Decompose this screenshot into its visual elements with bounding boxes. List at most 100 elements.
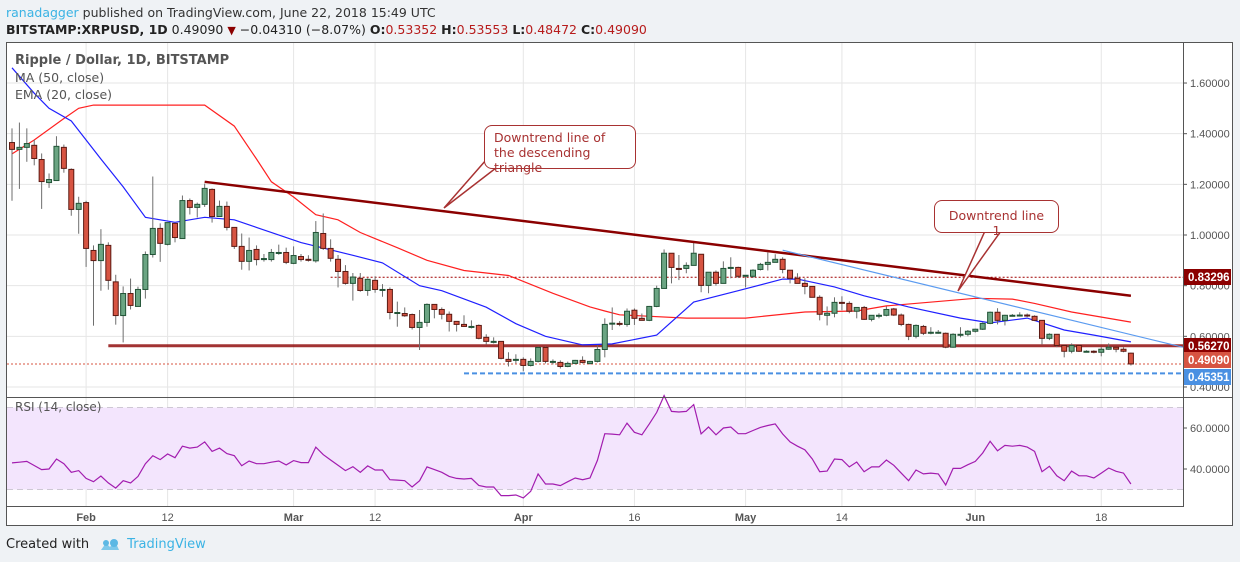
- candle-body-up: [957, 333, 964, 336]
- candle-body-up: [1016, 314, 1023, 317]
- candle-body-up: [201, 187, 208, 205]
- candle: [386, 287, 393, 320]
- candle-body-up: [246, 249, 253, 262]
- price-tags: 0.83296 0.56270 0.49090 0.45351: [1184, 269, 1231, 385]
- candle: [127, 278, 134, 310]
- candle-body-down: [372, 279, 379, 290]
- candle: [764, 252, 771, 271]
- candle-body-down: [735, 266, 742, 277]
- candle-body-down: [209, 188, 216, 218]
- candle: [149, 176, 156, 258]
- candle: [646, 305, 653, 322]
- price-tag: [1184, 352, 1231, 368]
- ma50-line: [11, 104, 1132, 323]
- candle-body-down: [631, 309, 638, 319]
- symbol-info: BITSTAMP:XRPUSD, 1D 0.49090 ▼ −0.04310 (…: [6, 22, 647, 37]
- author-link[interactable]: ranadagger: [6, 5, 79, 20]
- candle: [112, 274, 119, 325]
- candle: [1098, 347, 1105, 357]
- candle-body-down: [157, 227, 164, 244]
- candle: [898, 313, 905, 327]
- candle: [1031, 315, 1038, 322]
- candle: [9, 128, 15, 201]
- candle-body-up: [586, 360, 593, 364]
- candle: [661, 249, 668, 289]
- candle: [498, 340, 505, 360]
- candle: [1105, 343, 1112, 350]
- legend-ema[interactable]: EMA (20, close): [15, 87, 113, 102]
- candle-body-up: [913, 324, 920, 337]
- rsi-pane: [11, 394, 1132, 499]
- candle-body-down: [557, 361, 564, 367]
- candle: [861, 305, 868, 320]
- candle-body-down: [846, 302, 853, 312]
- candle: [987, 311, 994, 325]
- price-tag-label: 0.49090: [1188, 355, 1230, 367]
- candle-body-up: [750, 269, 756, 277]
- chart-legend: Ripple / Dollar, 1D, BITSTAMP MA (50, cl…: [15, 52, 229, 103]
- legend-ma[interactable]: MA (50, close): [15, 70, 105, 85]
- time-tick-label: 12: [161, 512, 173, 524]
- candle-body-up: [757, 263, 764, 270]
- candle-body-up: [727, 266, 734, 269]
- candle: [431, 303, 438, 319]
- candle-body-down: [920, 325, 927, 334]
- candle: [698, 253, 705, 293]
- candle-body-up: [364, 278, 371, 291]
- legend-rsi[interactable]: RSI (14, close): [15, 400, 102, 414]
- price-tag-label: 0.45351: [1188, 372, 1230, 384]
- candle: [816, 295, 823, 321]
- candle: [1068, 343, 1075, 354]
- trend-line-triangle[interactable]: [204, 180, 1132, 298]
- candle: [920, 324, 927, 336]
- time-tick-label: 12: [369, 512, 381, 524]
- candles: [9, 122, 1134, 372]
- candle-body-up: [394, 312, 401, 315]
- price-tag-label: 0.83296: [1188, 272, 1230, 284]
- candle: [890, 307, 897, 317]
- rsi-tick-label: 60.0000: [1190, 423, 1230, 435]
- candle-body-down: [431, 303, 438, 310]
- candle-body-up: [653, 287, 660, 307]
- price-tag-label: 0.56270: [1188, 341, 1230, 353]
- candle-body-down: [409, 314, 416, 328]
- callout-triangle[interactable]: Downtrend line of the descending triangl…: [484, 125, 636, 175]
- tradingview-logo-icon: [101, 538, 120, 550]
- candle: [172, 222, 179, 243]
- price-tag: [1184, 338, 1231, 354]
- candle-body-down: [320, 232, 327, 249]
- candle-body-up: [705, 271, 712, 286]
- candle: [1046, 333, 1053, 341]
- candle: [1024, 313, 1031, 318]
- candle-body-up: [549, 360, 556, 363]
- candle: [875, 313, 882, 319]
- candle-body-up: [97, 243, 104, 262]
- candle: [705, 271, 712, 294]
- candle-body-up: [772, 258, 779, 263]
- candle-body-down: [942, 332, 949, 348]
- close-value: 0.49090: [595, 22, 647, 37]
- candle: [179, 195, 186, 240]
- callout-line1[interactable]: Downtrend line 1: [934, 200, 1059, 238]
- candle: [260, 253, 267, 262]
- candle: [979, 322, 986, 330]
- candle-body-down: [1024, 314, 1031, 317]
- candle: [542, 346, 549, 364]
- candle: [379, 284, 386, 297]
- candle-body-up: [164, 222, 171, 245]
- candle: [972, 328, 979, 333]
- candle-body-up: [1098, 348, 1105, 353]
- tradingview-link[interactable]: TradingView: [127, 537, 206, 552]
- candle-body-up: [120, 293, 127, 317]
- candle: [935, 329, 942, 334]
- candle-body-down: [9, 142, 15, 150]
- candle: [831, 297, 838, 318]
- candle-body-down: [453, 320, 460, 325]
- candle-body-up: [972, 328, 979, 332]
- candle-body-up: [646, 305, 653, 321]
- candle-body-down: [668, 252, 675, 268]
- candle: [520, 357, 527, 372]
- candle: [801, 278, 808, 295]
- trend-line-line1[interactable]: [782, 249, 1183, 348]
